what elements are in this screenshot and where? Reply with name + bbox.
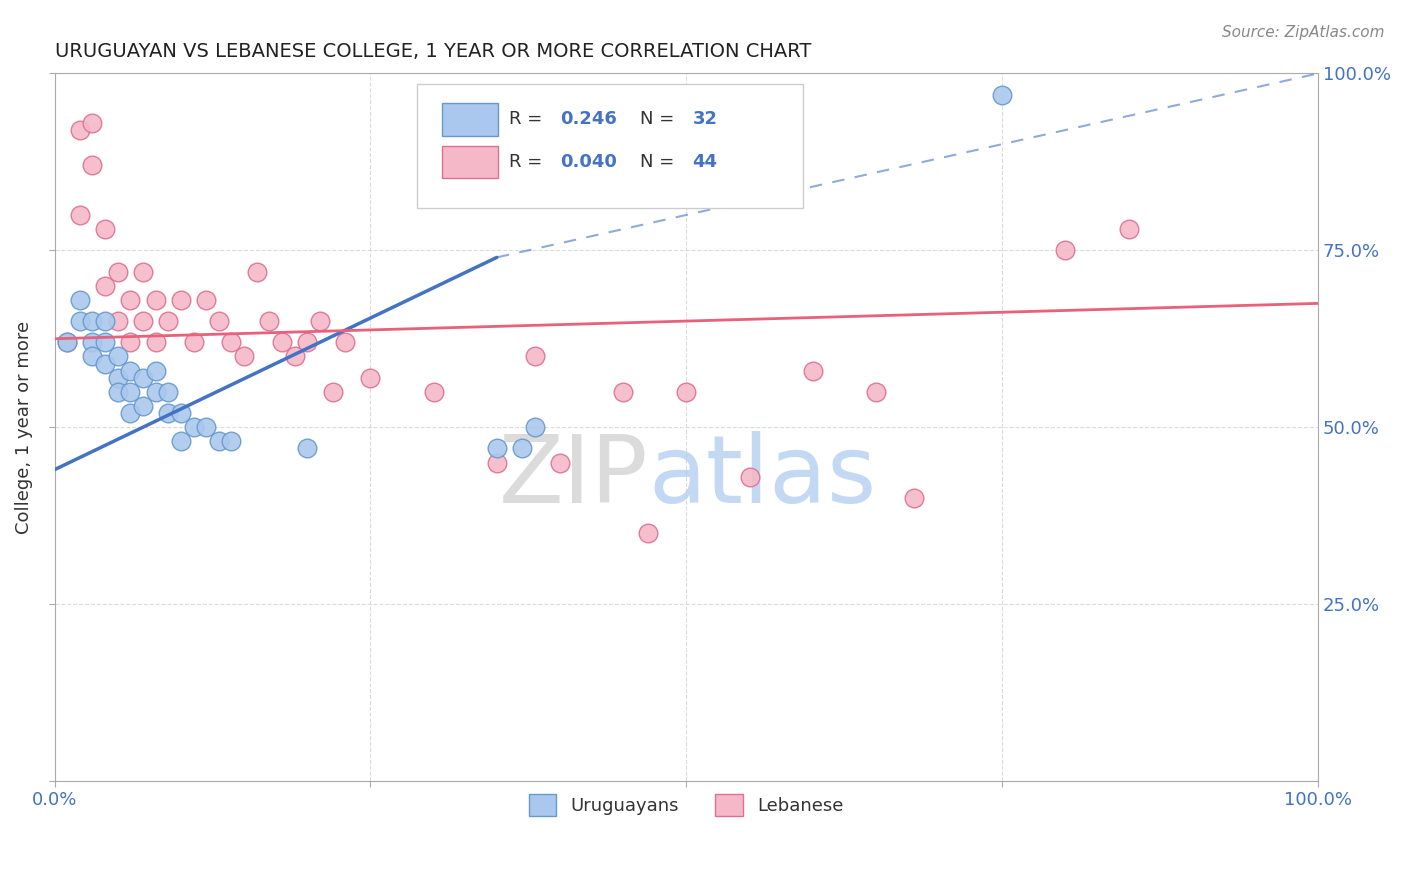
Point xyxy=(991,87,1014,102)
Point xyxy=(422,384,444,399)
Point xyxy=(120,335,142,350)
Point xyxy=(309,314,332,328)
Text: ZIP: ZIP xyxy=(499,431,648,523)
Text: R =: R = xyxy=(509,153,548,171)
Point xyxy=(903,491,925,505)
Point xyxy=(221,434,243,449)
Point xyxy=(69,208,91,222)
Point xyxy=(183,335,205,350)
Text: 0.246: 0.246 xyxy=(560,111,617,128)
Text: 32: 32 xyxy=(693,111,717,128)
Point xyxy=(548,456,571,470)
Point xyxy=(233,350,256,364)
Point xyxy=(221,335,243,350)
Point xyxy=(107,384,129,399)
Point xyxy=(56,335,79,350)
Text: N =: N = xyxy=(640,153,679,171)
Point xyxy=(157,406,180,420)
FancyBboxPatch shape xyxy=(418,84,803,208)
Point xyxy=(157,314,180,328)
Point xyxy=(132,370,155,384)
Point xyxy=(94,222,117,236)
Point xyxy=(170,293,193,307)
Point xyxy=(523,420,546,434)
Point xyxy=(1054,244,1077,258)
Point xyxy=(94,314,117,328)
Point xyxy=(675,384,697,399)
Point xyxy=(284,350,307,364)
Point xyxy=(485,456,508,470)
Point xyxy=(132,264,155,278)
Point xyxy=(359,370,381,384)
Point xyxy=(107,350,129,364)
Point xyxy=(145,384,167,399)
Point xyxy=(69,293,91,307)
Point xyxy=(82,350,104,364)
Point xyxy=(333,335,356,350)
Point xyxy=(297,335,319,350)
Point xyxy=(612,384,634,399)
Point xyxy=(183,420,205,434)
FancyBboxPatch shape xyxy=(443,145,498,178)
Point xyxy=(637,526,659,541)
Text: atlas: atlas xyxy=(648,431,877,523)
Text: R =: R = xyxy=(509,111,548,128)
Point xyxy=(865,384,887,399)
Text: 0.040: 0.040 xyxy=(560,153,617,171)
Point xyxy=(56,335,79,350)
Text: N =: N = xyxy=(640,111,679,128)
Point xyxy=(69,314,91,328)
Point xyxy=(145,293,167,307)
Point xyxy=(510,442,533,456)
Point xyxy=(145,363,167,377)
Point xyxy=(94,335,117,350)
Point xyxy=(246,264,269,278)
Point xyxy=(271,335,294,350)
Point xyxy=(120,293,142,307)
Point xyxy=(297,442,319,456)
Point xyxy=(485,442,508,456)
Point xyxy=(170,406,193,420)
Point xyxy=(132,314,155,328)
Point xyxy=(82,314,104,328)
Point xyxy=(195,293,218,307)
Point xyxy=(195,420,218,434)
FancyBboxPatch shape xyxy=(443,103,498,136)
Y-axis label: College, 1 year or more: College, 1 year or more xyxy=(15,320,32,533)
Point xyxy=(208,434,231,449)
Text: 44: 44 xyxy=(693,153,717,171)
Point xyxy=(82,158,104,172)
Point xyxy=(170,434,193,449)
Point xyxy=(120,406,142,420)
Point xyxy=(94,278,117,293)
Point xyxy=(132,399,155,413)
Point xyxy=(120,384,142,399)
Point xyxy=(157,384,180,399)
Point xyxy=(208,314,231,328)
Legend: Uruguayans, Lebanese: Uruguayans, Lebanese xyxy=(520,785,852,825)
Point xyxy=(145,335,167,350)
Text: URUGUAYAN VS LEBANESE COLLEGE, 1 YEAR OR MORE CORRELATION CHART: URUGUAYAN VS LEBANESE COLLEGE, 1 YEAR OR… xyxy=(55,42,811,61)
Point xyxy=(69,123,91,137)
Point xyxy=(801,363,824,377)
Point xyxy=(107,370,129,384)
Point xyxy=(94,357,117,371)
Text: Source: ZipAtlas.com: Source: ZipAtlas.com xyxy=(1222,25,1385,40)
Point xyxy=(738,469,761,483)
Point xyxy=(523,350,546,364)
Point xyxy=(259,314,281,328)
Point xyxy=(1118,222,1140,236)
Point xyxy=(82,116,104,130)
Point xyxy=(107,314,129,328)
Point xyxy=(322,384,344,399)
Point xyxy=(107,264,129,278)
Point xyxy=(120,363,142,377)
Point xyxy=(82,335,104,350)
